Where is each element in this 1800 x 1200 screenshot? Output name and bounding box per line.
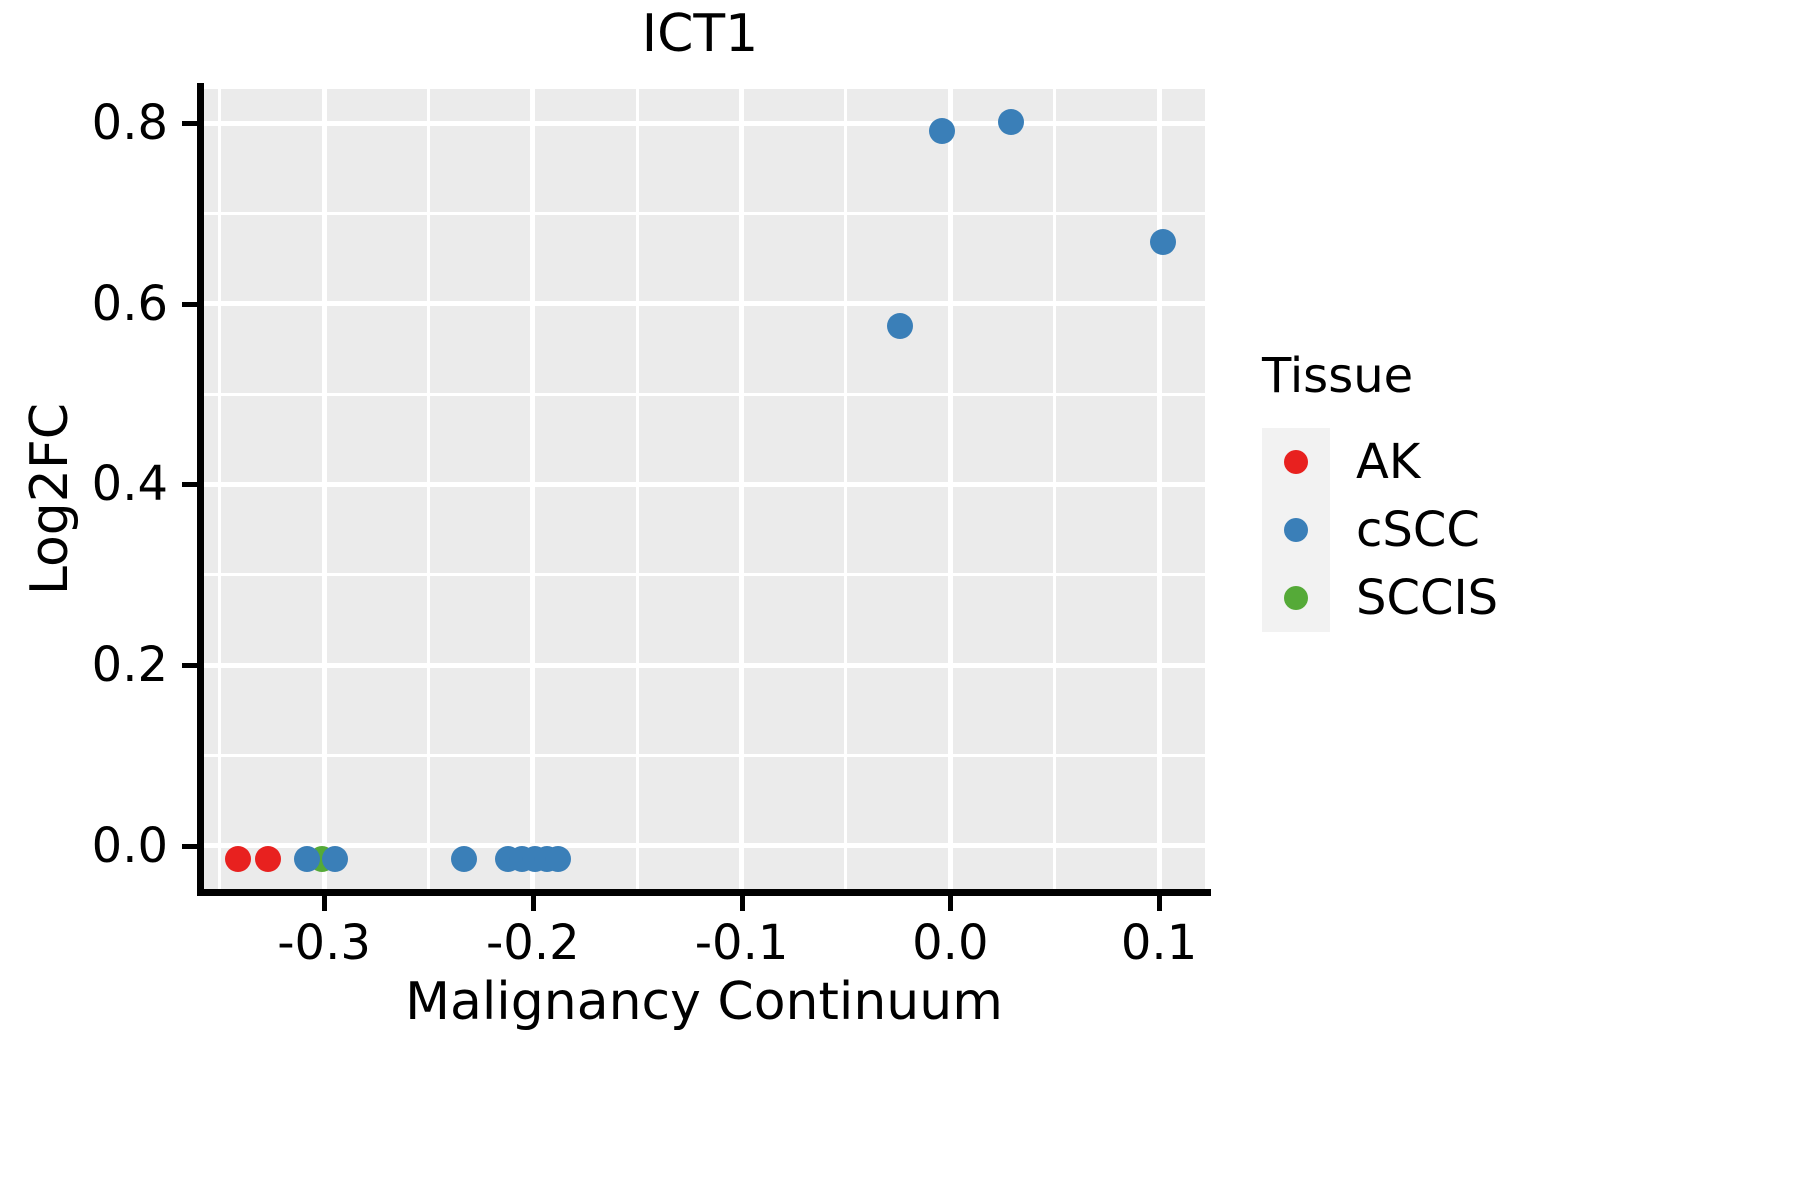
gridline-minor-vertical [218,89,222,889]
y-tick-mark [182,843,197,849]
x-tick-label: -0.1 [694,915,789,971]
legend-key [1262,428,1330,496]
gridline-minor-horizontal [203,573,1205,577]
data-point [887,312,914,339]
gridline-minor-vertical [844,89,848,889]
data-point [321,846,348,873]
legend-item-label: cSCC [1356,502,1480,558]
y-tick-label: 0.8 [91,95,168,152]
gridline-major-vertical [530,89,536,889]
legend-item-sccis[interactable]: SCCIS [1262,564,1742,632]
page-title: ICT1 [641,4,759,64]
data-point [225,846,252,873]
y-tick-label: 0.6 [91,275,168,332]
data-point [544,846,571,873]
gridline-minor-horizontal [203,212,1205,216]
y-tick-mark [182,121,197,127]
y-tick-label: 0.4 [91,456,168,513]
legend-item-ak[interactable]: AK [1262,428,1742,496]
x-tick-label: 0.0 [912,915,989,971]
gridline-major-horizontal [203,120,1205,126]
gridline-major-horizontal [203,843,1205,849]
data-point [450,846,477,873]
y-axis-label: Log2FC [20,402,80,596]
y-tick-mark [182,482,197,488]
gridline-major-vertical [739,89,745,889]
legend-dot-icon [1284,450,1308,474]
legend-dot-icon [1284,586,1308,610]
gridline-major-vertical [321,89,327,889]
gridline-minor-vertical [426,89,430,889]
x-tick-label: 0.1 [1120,915,1198,971]
x-tick-mark [948,896,954,911]
x-tick-label: -0.3 [277,915,371,971]
legend-item-label: SCCIS [1356,570,1499,626]
y-tick-label: 0.0 [91,817,168,874]
x-tick-mark [530,896,536,911]
gridline-major-horizontal [203,481,1205,487]
y-tick-mark [182,663,197,669]
data-point [254,846,281,873]
x-axis-label: Malignancy Continuum [405,972,1003,1032]
y-axis-line [197,83,204,896]
x-tick-label: -0.2 [485,915,580,971]
gridline-major-vertical [947,89,953,889]
data-point [928,118,955,145]
legend-item-cscc[interactable]: cSCC [1262,496,1742,564]
gridline-major-horizontal [203,662,1205,668]
legend-key [1262,496,1330,564]
legend-title: Tissue [1262,348,1414,404]
x-tick-mark [739,896,745,911]
x-axis-line [197,889,1211,896]
gridline-major-vertical [1156,89,1162,889]
legend-key [1262,564,1330,632]
gridline-minor-horizontal [203,392,1205,396]
y-tick-mark [182,301,197,307]
gridline-minor-vertical [1053,89,1057,889]
x-tick-mark [1157,896,1163,911]
gridline-minor-horizontal [203,753,1205,757]
y-tick-label: 0.2 [91,637,168,694]
legend-dot-icon [1284,518,1308,542]
legend-items: AK cSCC SCCIS [1262,428,1742,632]
legend-item-label: AK [1356,434,1421,490]
x-tick-mark [322,896,328,911]
data-point [294,846,321,873]
plot-panel [203,89,1205,889]
gridline-minor-vertical [635,89,639,889]
legend: Tissue AK cSCC SCCIS [1262,352,1742,632]
data-point [1150,228,1177,255]
data-point [997,108,1024,135]
gridline-major-horizontal [203,301,1205,307]
